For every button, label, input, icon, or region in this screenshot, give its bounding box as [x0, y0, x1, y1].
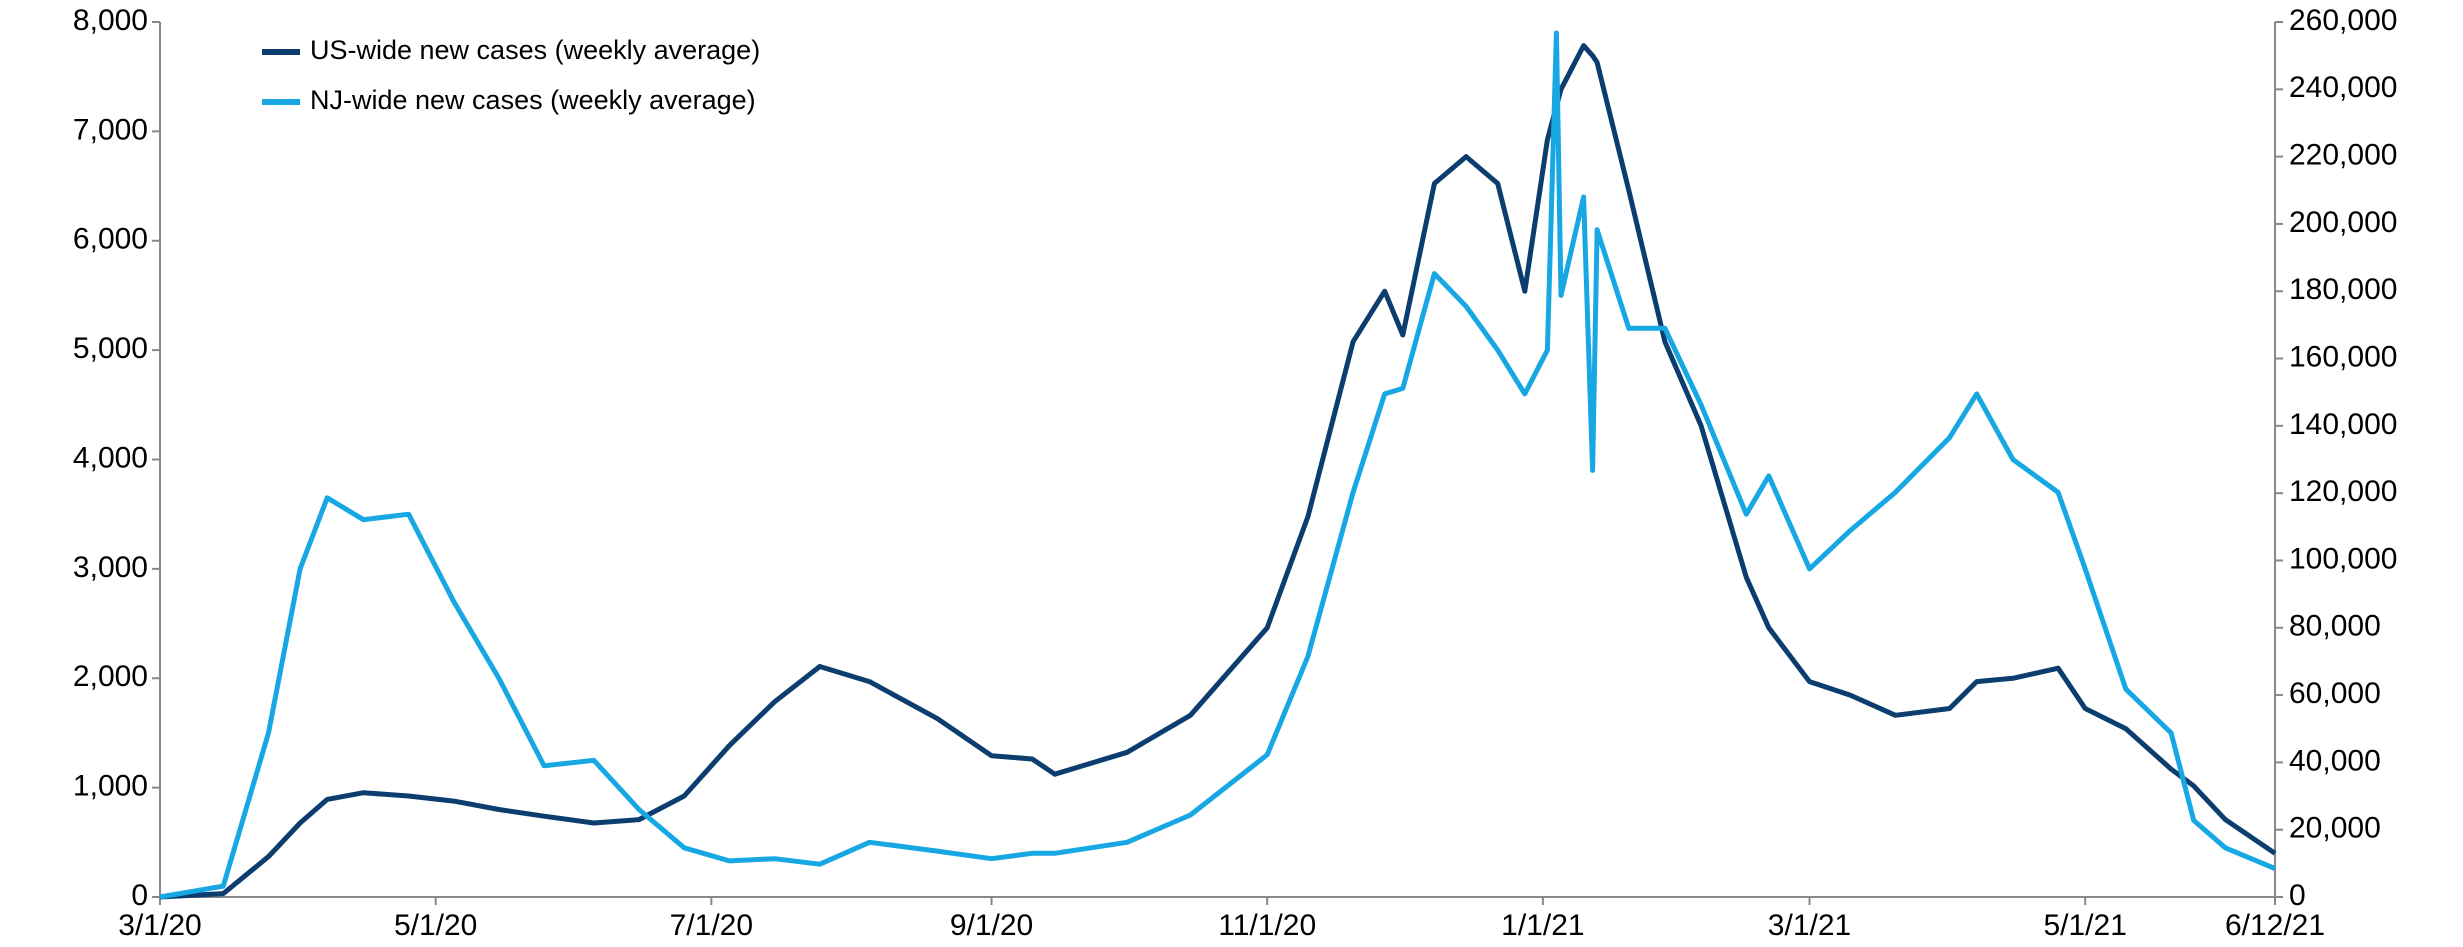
y2-tick-label: 20,000	[2289, 812, 2381, 845]
x-tick-label: 1/1/21	[1501, 909, 1584, 942]
x-tick-label: 5/1/20	[394, 909, 477, 942]
series-line	[159, 30, 2276, 900]
y-tick-label: 1,000	[73, 770, 148, 803]
y-tick-label: 7,000	[73, 113, 148, 146]
y2-tick-label: 200,000	[2289, 206, 2397, 239]
x-tick-label: 3/1/21	[1768, 909, 1851, 942]
y2-tick-label: 220,000	[2289, 139, 2397, 172]
y-tick-label: 3,000	[73, 551, 148, 584]
x-tick-label: 6/12/21	[2225, 909, 2325, 942]
x-tick-label: 11/1/20	[1218, 909, 1316, 942]
y-tick-label: 6,000	[73, 223, 148, 256]
y-tick-label: 2,000	[73, 660, 148, 693]
y2-tick-label: 240,000	[2289, 71, 2397, 104]
y2-tick-label: 140,000	[2289, 408, 2397, 441]
x-tick-label: 9/1/20	[950, 909, 1033, 942]
legend-label: US-wide new cases (weekly average)	[310, 35, 760, 65]
y2-tick-label: 180,000	[2289, 273, 2397, 306]
y2-tick-label: 120,000	[2289, 475, 2397, 508]
y2-tick-label: 80,000	[2289, 610, 2381, 643]
y2-tick-label: 260,000	[2289, 4, 2397, 37]
x-tick-label: 7/1/20	[670, 909, 753, 942]
y-tick-label: 4,000	[73, 441, 148, 474]
y-tick-label: 0	[131, 879, 148, 912]
legend-label: NJ-wide new cases (weekly average)	[310, 85, 756, 115]
y2-tick-label: 40,000	[2289, 744, 2381, 777]
legend: US-wide new cases (weekly average) NJ-wid…	[262, 35, 760, 115]
x-tick-label: 5/1/21	[2043, 909, 2126, 942]
y2-tick-label: 100,000	[2289, 542, 2397, 575]
y2-tick-label: 60,000	[2289, 677, 2381, 710]
y-tick-label: 5,000	[73, 332, 148, 365]
x-tick-label: 3/1/20	[118, 909, 201, 942]
series-line	[159, 43, 2277, 900]
y2-tick-label: 160,000	[2289, 340, 2397, 373]
y2-tick-label: 0	[2289, 879, 2306, 912]
y-tick-label: 8,000	[73, 4, 148, 37]
